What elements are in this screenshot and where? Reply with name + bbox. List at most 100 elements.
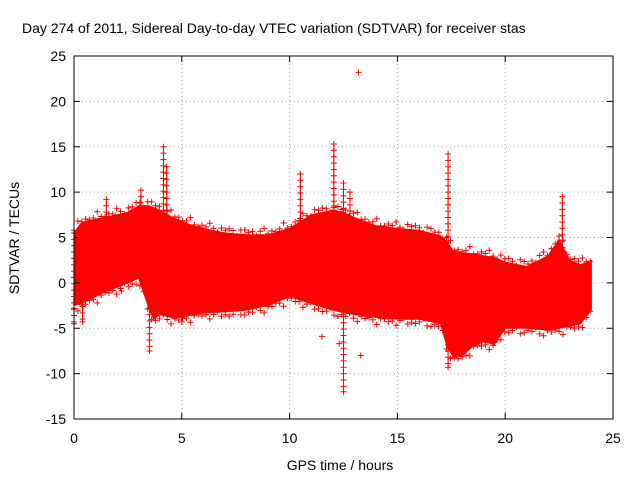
- upper-fringe-marker: [528, 258, 535, 265]
- upper-fringe-marker: [222, 227, 229, 234]
- lower-fringe-marker: [202, 311, 209, 318]
- spike-marker: [445, 265, 452, 272]
- spike-marker: [79, 271, 86, 278]
- upper-fringe-marker: [369, 218, 376, 225]
- upper-fringe-marker: [199, 222, 206, 229]
- spike-marker: [330, 198, 337, 205]
- spike-marker: [103, 209, 110, 216]
- lower-fringe-marker: [571, 325, 578, 332]
- upper-fringe-marker: [129, 203, 136, 210]
- spike-marker: [297, 215, 304, 222]
- upper-fringe-marker: [183, 218, 190, 225]
- lower-fringe-marker: [579, 324, 586, 331]
- y-tick-label: -15: [46, 411, 66, 427]
- grid: [74, 56, 613, 419]
- spike-marker: [137, 216, 144, 223]
- upper-fringe-marker: [466, 243, 473, 250]
- lower-fringe-marker: [459, 353, 466, 360]
- upper-fringe-marker: [381, 222, 388, 229]
- lower-fringe-marker: [404, 320, 411, 327]
- upper-fringe-marker: [459, 248, 466, 255]
- spike-marker: [330, 179, 337, 186]
- spike-marker: [178, 308, 185, 315]
- spike-marker: [445, 303, 452, 310]
- lower-fringe-marker: [156, 315, 163, 322]
- spike-marker: [445, 271, 452, 278]
- lower-fringe-marker: [241, 311, 248, 318]
- lower-fringe-marker: [416, 318, 423, 325]
- lower-fringe-marker: [152, 317, 159, 324]
- lower-fringe-marker: [105, 290, 112, 297]
- lower-fringe-marker: [346, 309, 353, 316]
- spike-marker: [445, 259, 452, 266]
- lower-fringe-marker: [175, 316, 182, 323]
- lower-fringe-marker: [350, 315, 357, 322]
- spike-marker: [445, 201, 452, 208]
- upper-fringe-marker: [587, 258, 594, 265]
- spike-marker: [163, 182, 170, 189]
- spike-marker: [340, 281, 347, 288]
- lower-fringe-marker: [552, 327, 559, 334]
- lower-fringe-marker: [567, 324, 574, 331]
- upper-fringe-marker: [214, 229, 221, 236]
- spike-marker: [330, 153, 337, 160]
- spike-marker: [340, 357, 347, 364]
- spike-marker: [445, 214, 452, 221]
- lower-fringe-marker: [117, 285, 124, 292]
- spike-marker: [160, 188, 167, 195]
- upper-fringe-marker: [532, 259, 539, 266]
- upper-fringe-marker: [521, 258, 528, 265]
- x-axis-label: GPS time / hours: [287, 457, 394, 473]
- upper-fringe-marker: [486, 247, 493, 254]
- spike-marker: [445, 297, 452, 304]
- lower-fringe-marker: [556, 328, 563, 335]
- lower-fringe-marker: [206, 316, 213, 323]
- upper-fringe-marker: [195, 223, 202, 230]
- spike-marker: [445, 220, 452, 227]
- spike-marker: [445, 170, 452, 177]
- spike-marker: [340, 388, 347, 395]
- spike-marker: [340, 249, 347, 256]
- lower-fringe-marker: [218, 313, 225, 320]
- spike-marker: [340, 351, 347, 358]
- spike-marker: [137, 187, 144, 194]
- lower-fringe-marker: [583, 314, 590, 321]
- upper-fringe-marker: [389, 222, 396, 229]
- spike-marker: [160, 150, 167, 157]
- spike-marker: [559, 219, 566, 226]
- spike-marker: [340, 192, 347, 199]
- upper-fringe-marker: [396, 224, 403, 231]
- spike-marker: [330, 160, 337, 167]
- spike-marker: [330, 207, 337, 214]
- lower-fringe-marker: [439, 327, 446, 334]
- upper-fringe-marker: [109, 211, 116, 218]
- lower-fringe-marker: [408, 319, 415, 326]
- spike-marker: [297, 170, 304, 177]
- spike-marker: [445, 252, 452, 259]
- lower-fringe-marker: [451, 354, 458, 361]
- upper-fringe-marker: [575, 258, 582, 265]
- upper-fringe-marker: [315, 207, 322, 214]
- lower-fringe-marker: [486, 346, 493, 353]
- upper-fringe-marker: [233, 232, 240, 239]
- spike-marker: [559, 206, 566, 213]
- lower-fringe-marker: [334, 313, 341, 320]
- upper-fringe-marker: [230, 227, 237, 234]
- spike-marker: [340, 313, 347, 320]
- lower-fringe-marker: [195, 311, 202, 318]
- upper-fringe-marker: [86, 216, 93, 223]
- lower-fringe-marker: [327, 304, 334, 311]
- spike-marker: [340, 370, 347, 377]
- spike-marker: [163, 170, 170, 177]
- spike-marker: [340, 332, 347, 339]
- lower-fringe-marker: [90, 296, 97, 303]
- spike-marker: [160, 156, 167, 163]
- outlier-marker: [118, 288, 125, 295]
- spike-marker: [79, 252, 86, 259]
- upper-fringe-marker: [350, 210, 357, 217]
- spike-marker: [178, 301, 185, 308]
- lower-fringe-marker: [525, 327, 532, 334]
- lower-fringe-marker: [233, 306, 240, 313]
- lower-fringe-marker: [365, 314, 372, 321]
- spike-marker: [146, 279, 153, 286]
